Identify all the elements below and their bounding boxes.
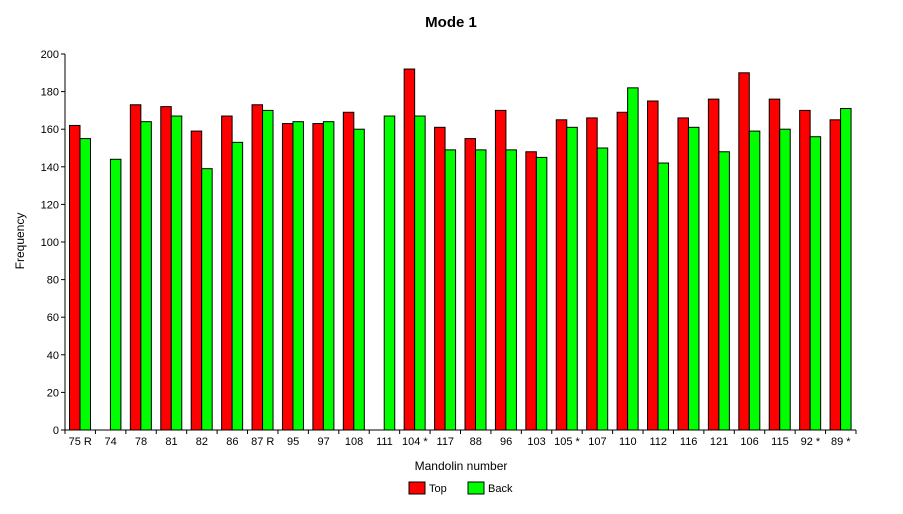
bar-top-13 <box>464 138 476 431</box>
bar-back-8 <box>322 121 335 431</box>
y-tick-label-200: 200 <box>41 49 59 61</box>
bar-top-18 <box>616 111 629 431</box>
bar-top-0 <box>69 124 81 431</box>
x-tick-label-24: 92 * <box>801 436 821 448</box>
bar-top-9 <box>342 111 355 431</box>
y-tick-label-180: 180 <box>41 87 59 99</box>
x-tick-label-10: 111 <box>376 436 393 448</box>
x-tick-label-6: 87 R <box>251 436 274 448</box>
legend-label-top: Top <box>429 483 447 495</box>
x-tick-label-16: 105 * <box>554 436 580 448</box>
y-tick-label-80: 80 <box>47 275 59 287</box>
x-tick-label-15: 103 <box>527 436 545 448</box>
x-tick-label-4: 82 <box>196 436 208 448</box>
bar-top-21 <box>707 98 720 431</box>
chart-title: Mode 1 <box>425 14 477 31</box>
y-tick-label-100: 100 <box>41 237 59 249</box>
bar-back-25 <box>840 108 852 431</box>
legend-swatch-top <box>408 481 426 495</box>
bars-layer <box>69 68 852 431</box>
bar-back-4 <box>201 168 213 431</box>
bar-back-14 <box>505 149 517 431</box>
bar-top-6 <box>251 104 264 431</box>
bar-back-15 <box>535 156 548 431</box>
bar-back-11 <box>414 115 426 431</box>
bar-back-1 <box>109 158 122 431</box>
x-tick-label-9: 108 <box>345 436 363 448</box>
y-tick-label-40: 40 <box>47 350 59 362</box>
x-tick-label-2: 78 <box>135 436 147 448</box>
bar-back-6 <box>262 109 274 431</box>
bar-back-24 <box>809 136 822 431</box>
x-tick-label-19: 112 <box>649 436 667 448</box>
bar-back-17 <box>596 147 609 431</box>
bar-top-22 <box>738 72 750 431</box>
legend-swatch-back <box>467 481 485 495</box>
bar-top-8 <box>312 123 324 431</box>
y-tick-label-160: 160 <box>41 124 59 136</box>
bar-back-21 <box>718 151 730 431</box>
y-tick-label-0: 0 <box>53 425 59 437</box>
x-axis-label: Mandolin number <box>415 459 508 473</box>
bar-back-12 <box>444 149 457 431</box>
bar-top-16 <box>555 119 568 431</box>
bar-top-19 <box>647 100 659 431</box>
axes-layer: 0 20 40 60 80 100 120 140 160 180 200 75 R 74 78 81 82 8… <box>41 49 857 448</box>
x-tick-label-22: 106 <box>740 436 758 448</box>
x-tick-label-3: 81 <box>165 436 177 448</box>
bar-back-19 <box>657 162 670 431</box>
bar-top-17 <box>586 117 598 431</box>
bar-top-11 <box>403 68 416 431</box>
bar-back-7 <box>292 121 304 431</box>
y-tick-label-20: 20 <box>47 387 59 399</box>
x-tick-label-7: 95 <box>287 436 299 448</box>
bar-top-7 <box>281 123 294 431</box>
x-tick-label-18: 110 <box>619 436 637 448</box>
x-tick-label-21: 121 <box>710 436 728 448</box>
x-tick-label-12: 117 <box>437 436 455 448</box>
bar-back-22 <box>748 130 761 431</box>
bar-back-18 <box>627 87 639 431</box>
legend: Top Back <box>408 481 513 495</box>
bar-back-20 <box>687 126 700 431</box>
bar-top-15 <box>525 151 537 431</box>
bar-top-25 <box>829 119 842 431</box>
x-tick-label-17: 107 <box>588 436 606 448</box>
x-tick-label-1: 74 <box>105 436 117 448</box>
x-tick-label-25: 89 * <box>831 436 851 448</box>
legend-label-back: Back <box>488 483 513 495</box>
x-tick-label-23: 115 <box>771 436 789 448</box>
bar-back-5 <box>231 141 244 431</box>
x-tick-label-0: 75 R <box>69 436 92 448</box>
y-tick-label-60: 60 <box>47 312 59 324</box>
y-axis-label: Frequency <box>13 213 27 270</box>
y-tick-label-140: 140 <box>41 162 59 174</box>
bar-back-0 <box>79 138 91 431</box>
x-tick-label-11: 104 * <box>402 436 428 448</box>
bar-back-3 <box>170 115 183 431</box>
bar-top-23 <box>768 98 781 431</box>
bar-top-5 <box>221 115 233 431</box>
bar-back-9 <box>353 128 365 431</box>
y-tick-label-120: 120 <box>41 199 59 211</box>
bar-back-2 <box>140 121 152 431</box>
bar-top-4 <box>190 130 203 431</box>
bar-back-23 <box>779 128 791 431</box>
bar-back-10 <box>383 115 396 431</box>
bar-top-20 <box>677 117 689 431</box>
x-tick-label-20: 116 <box>680 436 698 448</box>
x-tick-label-14: 96 <box>500 436 512 448</box>
bar-top-24 <box>799 109 811 431</box>
x-tick-label-5: 86 <box>226 436 238 448</box>
bar-back-16 <box>566 126 578 431</box>
x-tick-label-8: 97 <box>317 436 329 448</box>
bar-top-3 <box>160 106 172 431</box>
bar-back-13 <box>475 149 487 431</box>
bar-top-12 <box>434 126 446 431</box>
x-tick-label-13: 88 <box>470 436 482 448</box>
bar-top-2 <box>129 104 142 431</box>
bar-top-14 <box>494 109 507 431</box>
